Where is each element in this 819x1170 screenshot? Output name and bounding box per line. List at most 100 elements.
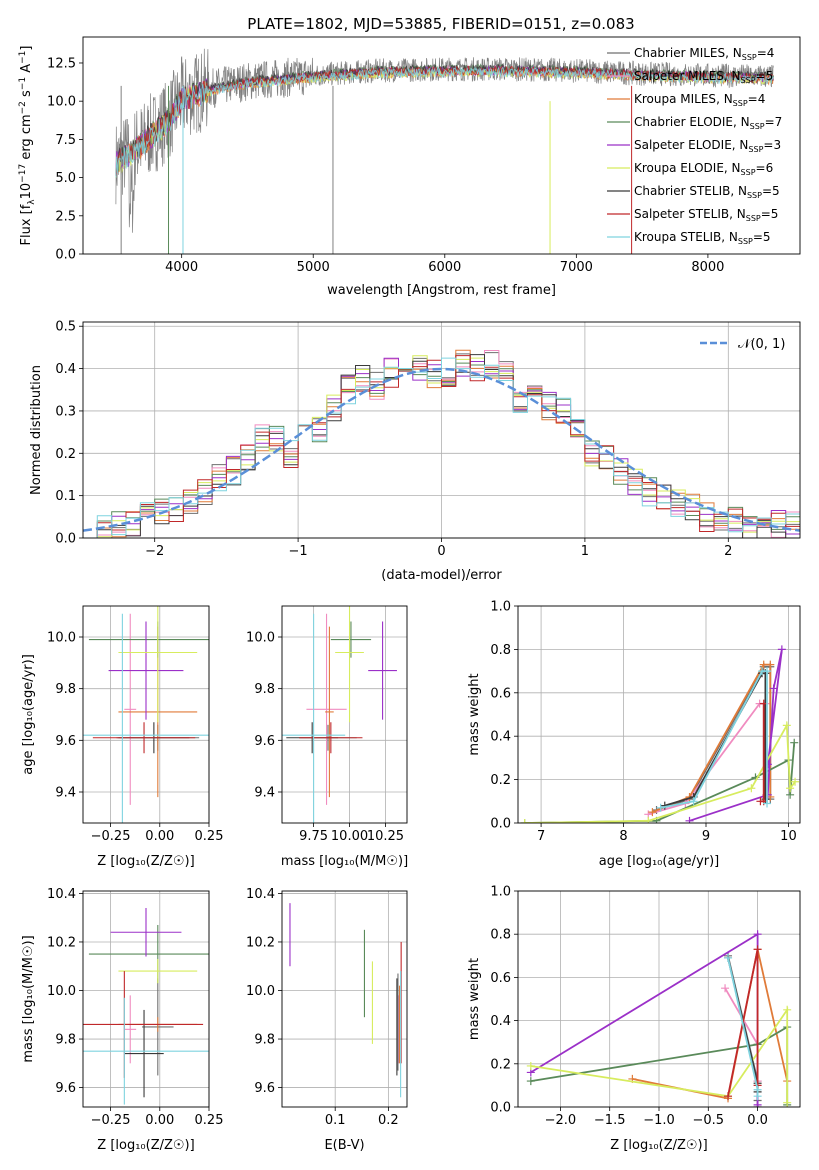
legend-eq: = bbox=[757, 46, 767, 60]
y-tick-label: 0.4 bbox=[490, 1014, 511, 1029]
weight-vs-age-panel: 7 8 9 10 0.0 0.2 0.4 0.6 0.8 1.0 age [log₁₀(age/yr… bbox=[467, 600, 801, 869]
weight-marker bbox=[783, 1005, 792, 1014]
legend-entry: Kroupa STELIB, NSSP=5 bbox=[634, 230, 771, 246]
errorbars bbox=[282, 606, 397, 823]
weight-marker bbox=[721, 984, 730, 993]
legend-eq: = bbox=[762, 184, 772, 198]
y-axis-label-part: −2 bbox=[18, 101, 28, 114]
x-axis-label: Z [log₁₀(Z/Z☉)] bbox=[610, 1138, 707, 1153]
weight-marker bbox=[526, 1061, 535, 1070]
x-tick-label: 8000 bbox=[691, 260, 724, 275]
x-tick-label: 8 bbox=[619, 829, 627, 844]
weight-series bbox=[760, 703, 765, 803]
weight-marker bbox=[724, 953, 733, 962]
legend-eq: = bbox=[748, 92, 758, 106]
x-tick-label: 9 bbox=[702, 829, 710, 844]
legend-sub: SSP bbox=[748, 145, 763, 154]
legend-sub: SSP bbox=[738, 237, 753, 246]
legend-n: , N bbox=[733, 115, 750, 129]
x-tick-label: 6000 bbox=[428, 260, 461, 275]
y-axis-label-part: erg cm bbox=[19, 114, 34, 163]
legend-eq: = bbox=[763, 138, 773, 152]
y-tick-label: 0.5 bbox=[55, 320, 76, 335]
x-axis-label: E(B-V) bbox=[324, 1138, 364, 1153]
x-tick-label: 7000 bbox=[560, 260, 593, 275]
y-tick-label: 0.4 bbox=[55, 362, 76, 377]
y-axis-label: age [log₁₀(age/yr)] bbox=[21, 654, 36, 775]
x-tick-label: −1.0 bbox=[643, 1113, 675, 1128]
x-tick-label: 0.2 bbox=[378, 1113, 399, 1128]
legend-series-name: Salpeter STELIB bbox=[634, 207, 729, 221]
legend-sub: SSP bbox=[741, 76, 756, 85]
legend-series-name: Chabrier STELIB bbox=[634, 184, 730, 198]
weight-marker bbox=[763, 799, 772, 808]
legend-n-value: 5 bbox=[763, 230, 771, 244]
y-tick-label: 9.6 bbox=[55, 734, 76, 749]
weight-marker bbox=[747, 784, 756, 793]
y-axis-label: mass [log₁₀(M/M☉)] bbox=[21, 935, 36, 1062]
y-tick-label: 9.6 bbox=[254, 734, 275, 749]
y-tick-label: 0.0 bbox=[55, 532, 76, 547]
y-tick-label: 9.8 bbox=[254, 682, 275, 697]
age-vs-Z-panel: −0.25 0.00 0.25 9.4 9.6 9.8 10.0 Z [log₁₀(Z/Z☉)… bbox=[21, 605, 223, 869]
legend-series-name: Chabrier ELODIE bbox=[634, 115, 733, 129]
y-tick-label: 9.8 bbox=[254, 1033, 275, 1048]
y-axis-label: Normed distribution bbox=[29, 365, 44, 495]
y-axis-label-part: A bbox=[19, 64, 34, 77]
legend-sub: SSP bbox=[746, 214, 761, 223]
figure-title: PLATE=1802, MJD=53885, FIBERID=0151, z=0… bbox=[247, 15, 634, 33]
x-tick-label: 10.00 bbox=[331, 829, 368, 844]
legend-n: , N bbox=[721, 230, 738, 244]
y-tick-label: 9.8 bbox=[55, 1033, 76, 1048]
y-tick-label: 2.5 bbox=[55, 209, 76, 224]
legend-n-value: 6 bbox=[766, 161, 774, 175]
weight-series bbox=[632, 949, 789, 1100]
legend-series-name: Salpeter ELODIE bbox=[634, 138, 732, 152]
axes-frame bbox=[281, 890, 408, 1108]
weight-marker bbox=[786, 784, 795, 793]
y-tick-label: 0.1 bbox=[55, 489, 76, 504]
mass-vs-ebv-panel: 0.1 0.2 9.6 9.8 10.0 10.2 10.4 E(B-V) bbox=[246, 887, 408, 1153]
y-axis-label: mass weight bbox=[467, 958, 482, 1040]
legend-n-value: 5 bbox=[771, 207, 779, 221]
weight-marker bbox=[753, 1100, 762, 1107]
y-tick-label: 0.0 bbox=[55, 248, 76, 263]
y-tick-label: 9.8 bbox=[55, 682, 76, 697]
weight-marker bbox=[783, 1098, 792, 1107]
residuals-panel: −2 −1 0 1 2 0.0 0.1 0.2 0.3 0.4 0.5 (data-model)/er… bbox=[29, 320, 801, 583]
y-tick-label: 0.8 bbox=[490, 928, 511, 943]
x-tick-label: −1 bbox=[289, 544, 308, 559]
axes-frame bbox=[82, 36, 801, 255]
y-tick-label: 0.2 bbox=[490, 773, 511, 788]
x-tick-label: 7 bbox=[537, 829, 545, 844]
y-tick-label: 0.3 bbox=[55, 404, 76, 419]
legend-sub: SSP bbox=[733, 99, 748, 108]
x-tick-label: 9.75 bbox=[299, 829, 328, 844]
x-axis-label: (data-model)/error bbox=[381, 568, 502, 583]
x-tick-label: 0.1 bbox=[325, 1113, 346, 1128]
x-axis-label: wavelength [Angstrom, rest frame] bbox=[327, 283, 556, 298]
model-spectrum-line bbox=[115, 66, 774, 178]
weight-marker bbox=[753, 945, 762, 954]
y-tick-label: 0.2 bbox=[490, 1057, 511, 1072]
legend-entry: Salpeter MILES, NSSP=5 bbox=[634, 69, 773, 85]
x-tick-label: −0.25 bbox=[91, 1113, 131, 1128]
legend-eq: = bbox=[753, 230, 763, 244]
x-tick-label: −0.25 bbox=[91, 829, 131, 844]
y-axis-label-part: ] bbox=[19, 46, 34, 51]
histogram-steps bbox=[83, 349, 800, 538]
spectrum-panel: 4000 5000 6000 7000 8000 0.0 2.5 5.0 7.5 10.0 12.5… bbox=[18, 36, 801, 298]
y-tick-label: 0.0 bbox=[490, 817, 511, 832]
y-tick-label: 0.0 bbox=[490, 1101, 511, 1116]
y-tick-label: 10.4 bbox=[47, 887, 76, 902]
errorbars bbox=[83, 606, 209, 823]
y-axis-label: Flux [fλ10−17 erg cm−2 s−1 A−1] bbox=[18, 46, 37, 246]
axes-frame bbox=[517, 890, 801, 1108]
axes-frame bbox=[82, 605, 210, 824]
weight-marker bbox=[644, 816, 653, 823]
y-axis-label-part: −1 bbox=[18, 51, 28, 64]
legend-sub: SSP bbox=[742, 53, 757, 62]
y-tick-label: 1.0 bbox=[490, 885, 511, 900]
